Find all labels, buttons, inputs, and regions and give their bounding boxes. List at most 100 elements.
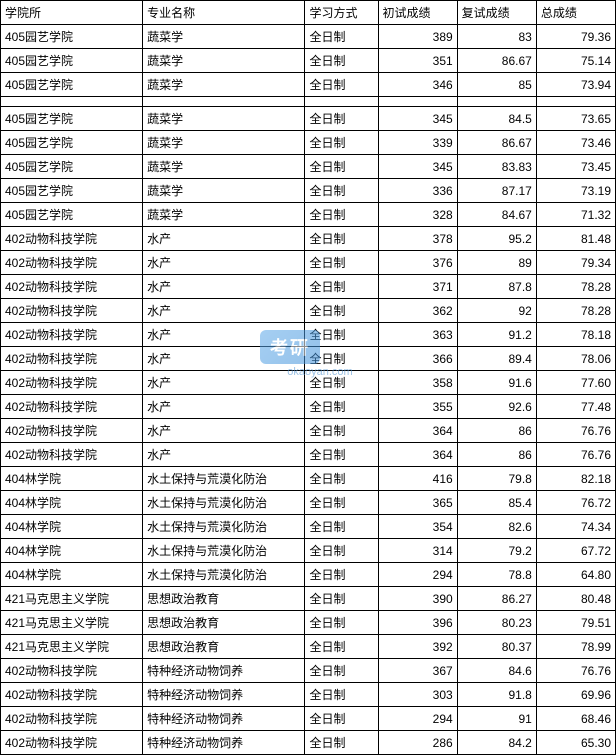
table-cell: 全日制 xyxy=(305,275,378,299)
table-cell: 全日制 xyxy=(305,731,378,755)
table-cell: 水土保持与荒漠化防治 xyxy=(143,515,305,539)
table-cell: 405园艺学院 xyxy=(1,73,143,97)
table-cell: 全日制 xyxy=(305,491,378,515)
table-cell: 405园艺学院 xyxy=(1,203,143,227)
table-cell: 80.23 xyxy=(457,611,536,635)
table-cell: 全日制 xyxy=(305,563,378,587)
table-cell: 全日制 xyxy=(305,395,378,419)
table-cell: 全日制 xyxy=(305,443,378,467)
table-cell: 全日制 xyxy=(305,131,378,155)
table-cell: 396 xyxy=(378,611,457,635)
table-cell: 84.5 xyxy=(457,107,536,131)
table-cell: 364 xyxy=(378,443,457,467)
table-row: 405园艺学院蔬菜学全日制35186.6775.14 xyxy=(1,49,616,73)
table-cell: 水土保持与荒漠化防治 xyxy=(143,563,305,587)
table-cell: 294 xyxy=(378,707,457,731)
table-body: 405园艺学院蔬菜学全日制3898379.36405园艺学院蔬菜学全日制3518… xyxy=(1,25,616,755)
table-cell: 69.96 xyxy=(536,683,615,707)
table-cell: 402动物科技学院 xyxy=(1,347,143,371)
table-cell: 水产 xyxy=(143,323,305,347)
table-cell: 81.48 xyxy=(536,227,615,251)
table-row: 402动物科技学院水产全日制36689.478.06 xyxy=(1,347,616,371)
table-row: 404林学院水土保持与荒漠化防治全日制31479.267.72 xyxy=(1,539,616,563)
table-cell: 404林学院 xyxy=(1,491,143,515)
table-cell: 86.67 xyxy=(457,49,536,73)
table-row: 404林学院水土保持与荒漠化防治全日制36585.476.72 xyxy=(1,491,616,515)
table-cell: 358 xyxy=(378,371,457,395)
table-cell: 92 xyxy=(457,299,536,323)
table-row: 402动物科技学院水产全日制35891.677.60 xyxy=(1,371,616,395)
table-cell: 特种经济动物饲养 xyxy=(143,731,305,755)
table-cell: 73.46 xyxy=(536,131,615,155)
spacer-cell xyxy=(143,97,305,107)
table-row: 402动物科技学院水产全日制3629278.28 xyxy=(1,299,616,323)
scores-table: 学院所 专业名称 学习方式 初试成绩 复试成绩 总成绩 405园艺学院蔬菜学全日… xyxy=(0,0,616,755)
table-cell: 87.8 xyxy=(457,275,536,299)
table-cell: 全日制 xyxy=(305,683,378,707)
table-cell: 402动物科技学院 xyxy=(1,707,143,731)
table-cell: 314 xyxy=(378,539,457,563)
table-cell: 84.2 xyxy=(457,731,536,755)
table-row: 405园艺学院蔬菜学全日制3898379.36 xyxy=(1,25,616,49)
table-cell: 全日制 xyxy=(305,203,378,227)
table-cell: 376 xyxy=(378,251,457,275)
table-cell: 蔬菜学 xyxy=(143,131,305,155)
table-cell: 蔬菜学 xyxy=(143,155,305,179)
table-cell: 蔬菜学 xyxy=(143,107,305,131)
table-cell: 68.46 xyxy=(536,707,615,731)
table-cell: 392 xyxy=(378,635,457,659)
table-cell: 水产 xyxy=(143,371,305,395)
table-row: 402动物科技学院水产全日制37895.281.48 xyxy=(1,227,616,251)
table-cell: 84.67 xyxy=(457,203,536,227)
table-row: 405园艺学院蔬菜学全日制33986.6773.46 xyxy=(1,131,616,155)
table-cell: 73.45 xyxy=(536,155,615,179)
table-cell: 蔬菜学 xyxy=(143,73,305,97)
table-cell: 79.34 xyxy=(536,251,615,275)
table-cell: 86 xyxy=(457,443,536,467)
table-row: 402动物科技学院特种经济动物饲养全日制2949168.46 xyxy=(1,707,616,731)
table-cell: 91.6 xyxy=(457,371,536,395)
table-cell: 78.06 xyxy=(536,347,615,371)
table-cell: 89.4 xyxy=(457,347,536,371)
table-cell: 79.2 xyxy=(457,539,536,563)
table-cell: 79.8 xyxy=(457,467,536,491)
table-cell: 全日制 xyxy=(305,467,378,491)
table-row: 421马克思主义学院思想政治教育全日制39086.2780.48 xyxy=(1,587,616,611)
table-cell: 92.6 xyxy=(457,395,536,419)
table-cell: 思想政治教育 xyxy=(143,611,305,635)
table-row: 405园艺学院蔬菜学全日制32884.6771.32 xyxy=(1,203,616,227)
table-row: 405园艺学院蔬菜学全日制34583.8373.45 xyxy=(1,155,616,179)
table-cell: 蔬菜学 xyxy=(143,203,305,227)
table-cell: 全日制 xyxy=(305,179,378,203)
table-cell: 76.76 xyxy=(536,659,615,683)
table-row: 402动物科技学院水产全日制36391.278.18 xyxy=(1,323,616,347)
table-cell: 全日制 xyxy=(305,73,378,97)
header-study-mode: 学习方式 xyxy=(305,1,378,25)
spacer-cell xyxy=(1,97,143,107)
table-cell: 全日制 xyxy=(305,659,378,683)
table-cell: 362 xyxy=(378,299,457,323)
spacer-cell xyxy=(378,97,457,107)
table-cell: 全日制 xyxy=(305,49,378,73)
table-cell: 371 xyxy=(378,275,457,299)
table-cell: 421马克思主义学院 xyxy=(1,611,143,635)
table-cell: 404林学院 xyxy=(1,563,143,587)
table-cell: 水产 xyxy=(143,419,305,443)
table-cell: 354 xyxy=(378,515,457,539)
spacer-cell xyxy=(457,97,536,107)
table-cell: 83.83 xyxy=(457,155,536,179)
table-cell: 特种经济动物饲养 xyxy=(143,683,305,707)
table-cell: 77.48 xyxy=(536,395,615,419)
table-cell: 全日制 xyxy=(305,347,378,371)
table-cell: 水产 xyxy=(143,251,305,275)
table-cell: 87.17 xyxy=(457,179,536,203)
table-cell: 全日制 xyxy=(305,299,378,323)
table-cell: 82.6 xyxy=(457,515,536,539)
table-cell: 366 xyxy=(378,347,457,371)
table-cell: 71.32 xyxy=(536,203,615,227)
table-cell: 95.2 xyxy=(457,227,536,251)
table-cell: 402动物科技学院 xyxy=(1,323,143,347)
table-cell: 85 xyxy=(457,73,536,97)
table-cell: 402动物科技学院 xyxy=(1,371,143,395)
table-cell: 421马克思主义学院 xyxy=(1,635,143,659)
